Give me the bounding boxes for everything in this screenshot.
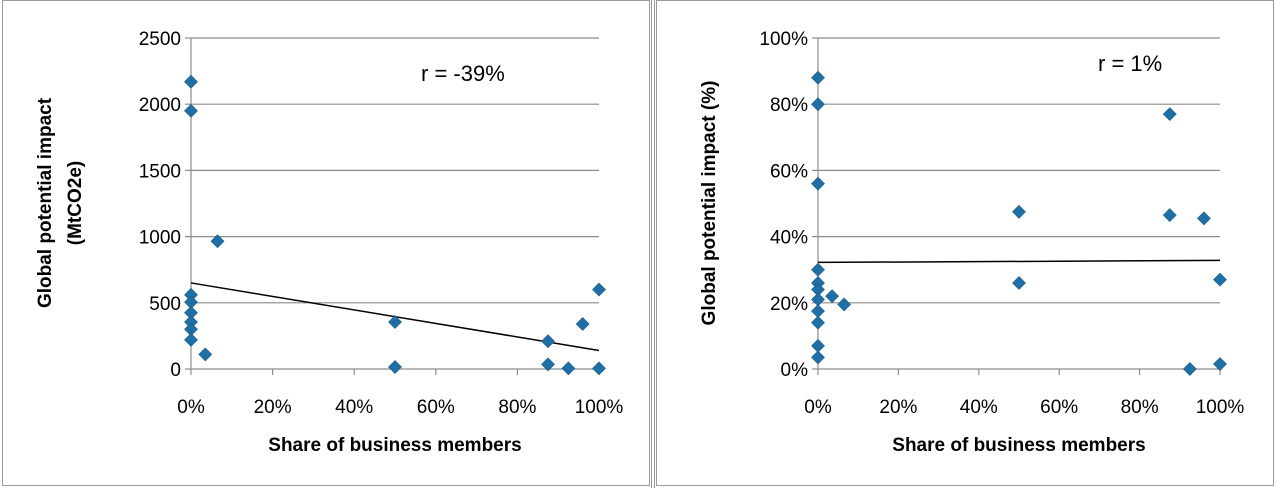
data-point — [811, 350, 825, 365]
y-tick-label: 40% — [770, 228, 808, 249]
data-point — [811, 292, 825, 307]
data-point — [388, 315, 402, 329]
data-point — [388, 360, 402, 374]
x-tick-label: 80% — [498, 397, 536, 418]
x-tick-label: 0% — [804, 397, 832, 418]
data-point — [541, 357, 555, 372]
data-point — [811, 262, 825, 277]
x-tick-label: 80% — [1121, 397, 1159, 418]
y-axis-title: Global potential impact — [35, 97, 56, 308]
x-tick-label: 20% — [254, 397, 292, 418]
right-chart-panel: 0% 20% 40% 60% 80% 100% 0% 20% 40% 60% 80% 100% r = … — [656, 0, 1274, 486]
trendline — [817, 259, 1221, 264]
x-tick-label: 60% — [417, 397, 455, 418]
y-tick-label: 60% — [770, 161, 808, 182]
panel-divider — [651, 0, 655, 488]
y-tick-label: 0 — [170, 360, 181, 381]
data-point — [811, 70, 825, 85]
data-point — [1012, 276, 1026, 290]
y-tick-label: 0% — [781, 360, 809, 381]
data-point — [1196, 211, 1211, 226]
y-tick-label: 100% — [759, 29, 808, 50]
data-point — [575, 317, 590, 331]
y-tick-label: 2500 — [139, 29, 181, 50]
data-point — [811, 315, 825, 330]
right-scatter-chart: 0% 20% 40% 60% 80% 100% 0% 20% 40% 60% 80% 100% r = … — [699, 29, 1245, 456]
data-point — [210, 234, 225, 249]
x-tick-label: 20% — [879, 397, 917, 418]
data-point — [1162, 107, 1177, 122]
y-tick-label: 500 — [149, 294, 181, 315]
y-axis-title: (MtCO2e) — [65, 161, 86, 245]
left-chart-panel: 0 500 1000 1500 2000 2500 0% 20% 40% 60% 80% 100% r … — [2, 0, 650, 486]
data-point — [184, 74, 198, 89]
data-point — [1182, 362, 1197, 376]
x-tick-label: 40% — [960, 397, 998, 418]
data-point — [1213, 357, 1227, 371]
data-point — [825, 289, 839, 304]
data-point — [541, 334, 555, 349]
data-point — [198, 347, 213, 362]
data-point — [1213, 272, 1227, 287]
x-tick-label: 60% — [1040, 397, 1078, 418]
data-point — [1162, 208, 1177, 223]
x-axis-title: Share of business members — [892, 435, 1145, 456]
data-point — [811, 176, 825, 191]
x-tick-label: 40% — [335, 397, 373, 418]
left-scatter-chart: 0 500 1000 1500 2000 2500 0% 20% 40% 60% 80% 100% r … — [35, 29, 624, 456]
x-tick-label: 100% — [575, 397, 624, 418]
data-point — [592, 282, 606, 297]
correlation-annotation: r = 1% — [1098, 51, 1162, 76]
y-axis-title: Global potential impact (%) — [699, 81, 720, 326]
data-point — [811, 338, 825, 353]
data-point — [837, 297, 852, 312]
correlation-annotation: r = -39% — [421, 61, 505, 86]
x-tick-label: 100% — [1196, 397, 1245, 418]
data-point — [184, 332, 198, 347]
y-tick-label: 1500 — [139, 161, 181, 182]
data-point — [184, 103, 198, 118]
data-point — [561, 361, 576, 376]
data-point — [592, 361, 606, 376]
data-point — [811, 97, 825, 112]
data-point — [811, 304, 825, 318]
x-axis-title: Share of business members — [268, 435, 521, 456]
y-tick-label: 2000 — [139, 95, 181, 116]
y-tick-label: 80% — [770, 95, 808, 116]
data-point — [1012, 204, 1026, 219]
x-tick-label: 0% — [177, 397, 205, 418]
y-tick-label: 20% — [770, 294, 808, 315]
y-tick-label: 1000 — [139, 228, 181, 249]
